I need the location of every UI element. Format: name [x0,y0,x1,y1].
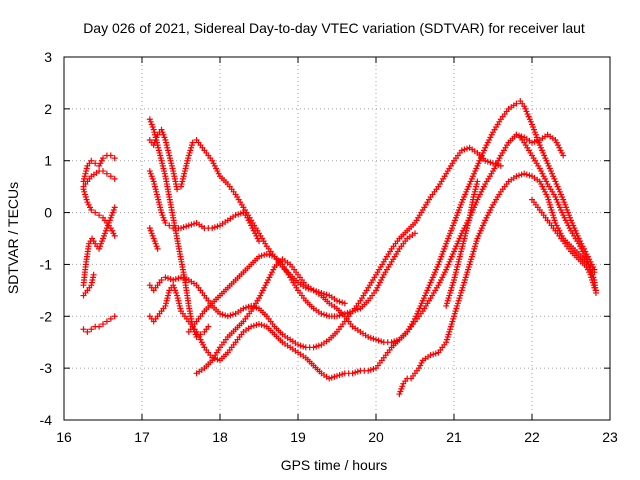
marker-path [396,170,598,398]
series-arc-p [443,178,481,309]
x-tick-label: 21 [446,429,462,445]
x-tick-label: 22 [524,429,540,445]
marker-path [529,196,599,294]
series-arc-o [396,170,598,398]
y-tick-label: 1 [44,153,52,169]
marker-path [146,168,262,245]
series-arc-d [80,204,118,289]
y-tick-label: -2 [40,308,53,324]
x-tick-label: 23 [602,429,618,445]
marker-path [80,271,97,299]
marker-path [146,131,567,382]
y-tick-label: 0 [44,205,52,221]
marker-path [80,204,118,289]
x-tick-label: 18 [212,429,228,445]
y-tick-label: 2 [44,101,52,117]
x-tick-label: 16 [56,429,72,445]
marker-path [146,144,504,351]
marker-path [513,131,599,296]
marker-path [80,313,118,335]
y-tick-label: -4 [40,412,53,428]
series-arc-j [146,225,161,252]
data-markers [80,98,599,398]
series-arc-f [80,313,118,335]
x-tick-label: 19 [290,429,306,445]
series-arc-a [80,152,118,185]
y-axis-title: SDTVAR / TECUs [5,182,21,294]
plot-frame [63,56,611,421]
marker-path [146,225,161,252]
series-arc-k [146,144,504,351]
marker-path [80,152,118,185]
chart-title: Day 026 of 2021, Sidereal Day-to-day VTE… [83,20,585,36]
series-arc-l [146,131,567,382]
x-tick-label: 17 [134,429,150,445]
x-tick-label: 20 [368,429,384,445]
marker-path [443,178,481,309]
series-arc-q [529,196,599,294]
y-tick-label: -1 [40,256,53,272]
x-axis-ticks: 16 17 18 19 20 21 22 23 [56,57,618,445]
x-axis-title: GPS time / hours [281,457,388,473]
y-axis-ticks: 3 2 1 0 -1 -2 -3 -4 [40,49,610,428]
series-arc-i [146,168,262,245]
series-arc-e [80,271,97,299]
marker-path [193,98,598,377]
y-tick-label: -3 [40,360,53,376]
y-tick-label: 3 [44,49,52,65]
series-arc-r [513,131,599,296]
series-arc-n [193,98,598,377]
